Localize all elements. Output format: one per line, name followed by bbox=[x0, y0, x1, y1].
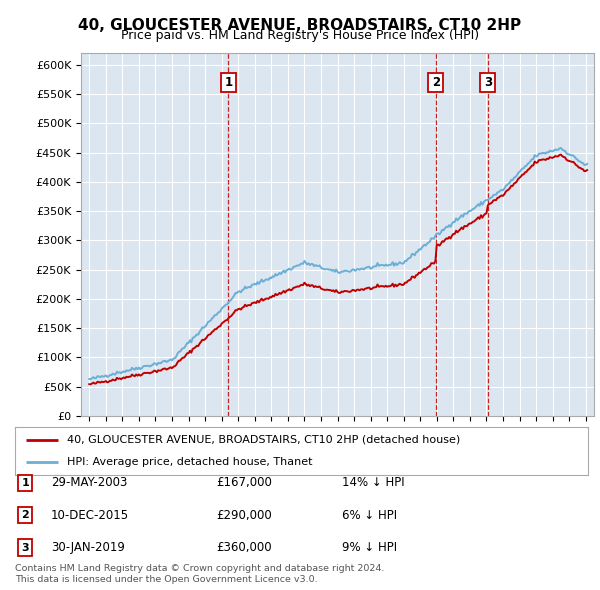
Text: HPI: Average price, detached house, Thanet: HPI: Average price, detached house, Than… bbox=[67, 457, 312, 467]
Text: 2: 2 bbox=[22, 510, 29, 520]
Text: 1: 1 bbox=[224, 76, 233, 89]
Text: £290,000: £290,000 bbox=[216, 509, 272, 522]
Text: This data is licensed under the Open Government Licence v3.0.: This data is licensed under the Open Gov… bbox=[15, 575, 317, 584]
Text: 30-JAN-2019: 30-JAN-2019 bbox=[51, 541, 125, 554]
Text: 1: 1 bbox=[22, 478, 29, 487]
Text: 10-DEC-2015: 10-DEC-2015 bbox=[51, 509, 129, 522]
Text: 3: 3 bbox=[22, 543, 29, 552]
Text: 40, GLOUCESTER AVENUE, BROADSTAIRS, CT10 2HP: 40, GLOUCESTER AVENUE, BROADSTAIRS, CT10… bbox=[79, 18, 521, 32]
Text: 14% ↓ HPI: 14% ↓ HPI bbox=[342, 476, 404, 489]
Text: 3: 3 bbox=[484, 76, 492, 89]
Text: Contains HM Land Registry data © Crown copyright and database right 2024.: Contains HM Land Registry data © Crown c… bbox=[15, 565, 385, 573]
Text: £360,000: £360,000 bbox=[216, 541, 272, 554]
Text: 9% ↓ HPI: 9% ↓ HPI bbox=[342, 541, 397, 554]
Text: 2: 2 bbox=[432, 76, 440, 89]
Text: Price paid vs. HM Land Registry's House Price Index (HPI): Price paid vs. HM Land Registry's House … bbox=[121, 30, 479, 42]
Text: 29-MAY-2003: 29-MAY-2003 bbox=[51, 476, 127, 489]
Text: £167,000: £167,000 bbox=[216, 476, 272, 489]
Text: 40, GLOUCESTER AVENUE, BROADSTAIRS, CT10 2HP (detached house): 40, GLOUCESTER AVENUE, BROADSTAIRS, CT10… bbox=[67, 435, 460, 445]
Text: 6% ↓ HPI: 6% ↓ HPI bbox=[342, 509, 397, 522]
